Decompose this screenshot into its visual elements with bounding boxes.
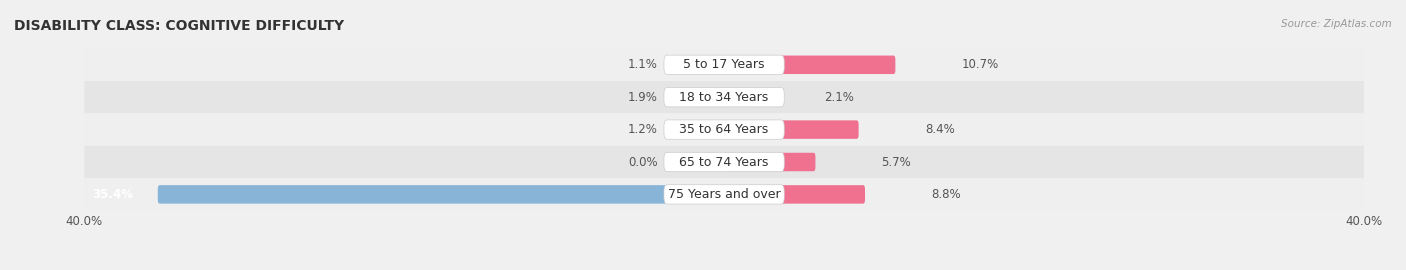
- Text: 35 to 64 Years: 35 to 64 Years: [679, 123, 769, 136]
- FancyBboxPatch shape: [706, 56, 724, 74]
- Text: 10.7%: 10.7%: [962, 58, 998, 71]
- Text: 2.1%: 2.1%: [824, 91, 853, 104]
- FancyBboxPatch shape: [84, 178, 1364, 211]
- Text: Source: ZipAtlas.com: Source: ZipAtlas.com: [1281, 19, 1392, 29]
- FancyBboxPatch shape: [664, 152, 785, 172]
- FancyBboxPatch shape: [664, 55, 785, 75]
- FancyBboxPatch shape: [84, 49, 1364, 81]
- Text: 1.9%: 1.9%: [628, 91, 658, 104]
- Text: 5.7%: 5.7%: [882, 156, 911, 168]
- Text: DISABILITY CLASS: COGNITIVE DIFFICULTY: DISABILITY CLASS: COGNITIVE DIFFICULTY: [14, 19, 344, 33]
- FancyBboxPatch shape: [704, 120, 724, 139]
- Text: 75 Years and over: 75 Years and over: [668, 188, 780, 201]
- Text: 1.2%: 1.2%: [628, 123, 658, 136]
- FancyBboxPatch shape: [693, 88, 724, 106]
- FancyBboxPatch shape: [84, 146, 1364, 178]
- Text: 8.8%: 8.8%: [931, 188, 960, 201]
- Text: 1.1%: 1.1%: [628, 58, 658, 71]
- FancyBboxPatch shape: [724, 153, 815, 171]
- FancyBboxPatch shape: [157, 185, 724, 204]
- Text: 8.4%: 8.4%: [925, 123, 955, 136]
- FancyBboxPatch shape: [724, 88, 758, 106]
- Text: 35.4%: 35.4%: [93, 188, 134, 201]
- Text: 5 to 17 Years: 5 to 17 Years: [683, 58, 765, 71]
- FancyBboxPatch shape: [664, 87, 785, 107]
- FancyBboxPatch shape: [664, 120, 785, 139]
- FancyBboxPatch shape: [724, 185, 865, 204]
- FancyBboxPatch shape: [84, 113, 1364, 146]
- FancyBboxPatch shape: [724, 56, 896, 74]
- FancyBboxPatch shape: [84, 81, 1364, 113]
- Text: 18 to 34 Years: 18 to 34 Years: [679, 91, 769, 104]
- FancyBboxPatch shape: [724, 120, 859, 139]
- Text: 0.0%: 0.0%: [628, 156, 658, 168]
- Text: 65 to 74 Years: 65 to 74 Years: [679, 156, 769, 168]
- FancyBboxPatch shape: [664, 185, 785, 204]
